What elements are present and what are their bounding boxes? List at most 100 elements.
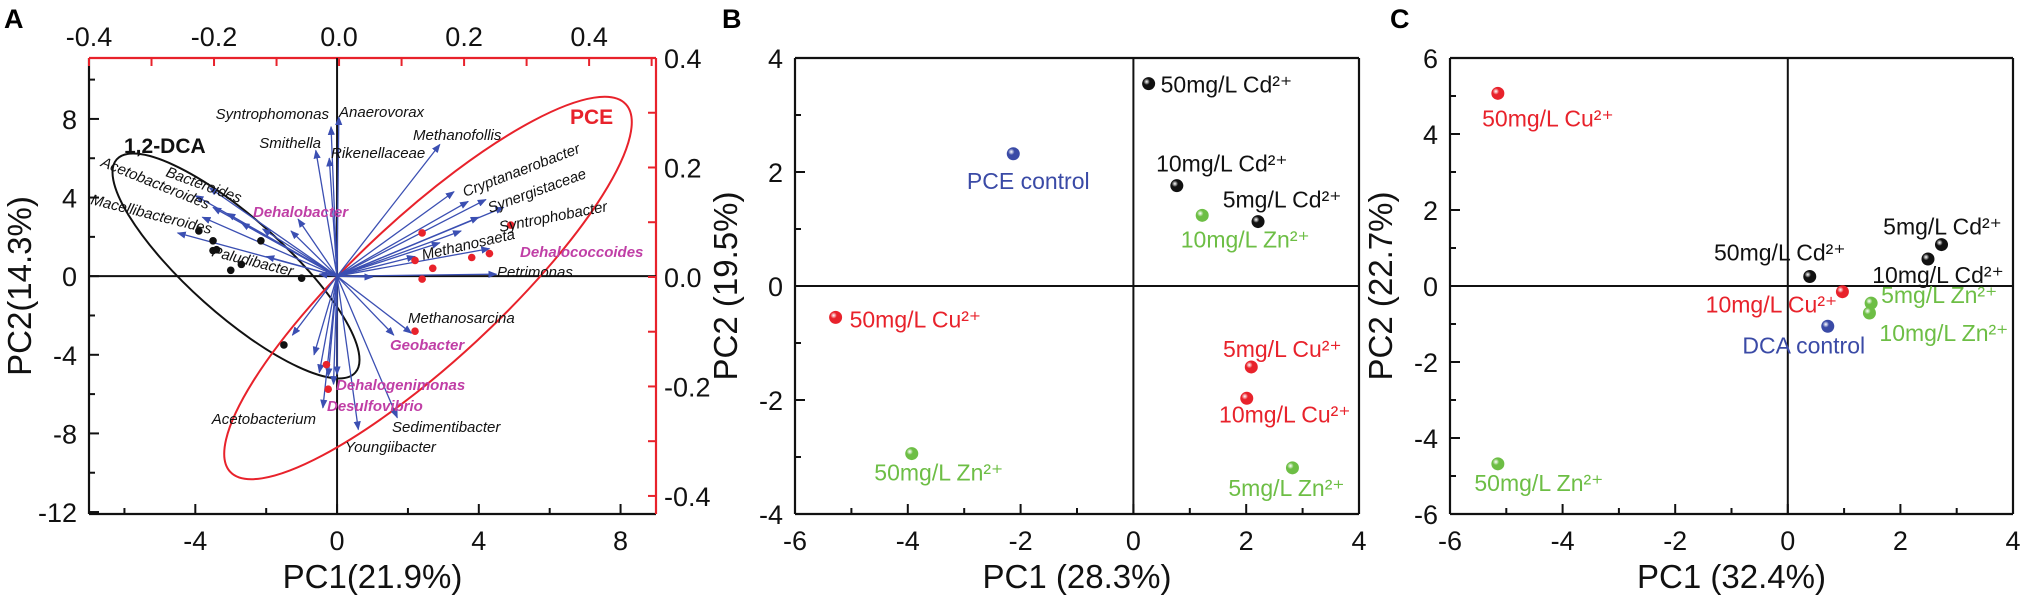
x-tick-label: 8 <box>613 526 628 556</box>
y-tick-label: 4 <box>62 184 77 214</box>
x-tick-label: -6 <box>1438 526 1462 556</box>
sample-label: 50mg/L Zn²⁺ <box>874 460 1003 486</box>
loading-label: Sedimentibacter <box>392 419 501 436</box>
sample-label: 50mg/L Zn²⁺ <box>1474 470 1603 496</box>
loading-label: Paludibacter <box>210 243 296 280</box>
panel-letter-c: C <box>1390 4 1410 34</box>
y-tick-label: -6 <box>1414 500 1438 530</box>
sample-point <box>1142 77 1156 91</box>
loading-arrow-syntrophobacter <box>336 206 505 277</box>
sample-point-dca <box>257 236 265 245</box>
loading-label: Smithella <box>259 135 321 152</box>
sample-point <box>829 310 843 324</box>
sample-point-dca <box>226 266 235 275</box>
loading-arrow <box>201 216 338 277</box>
sample-label: DCA control <box>1742 332 1865 358</box>
panel-a-biplot: A -4 0 4 8 8 4 0 -4 -8 -12 PC1(21.9%) PC2(14.3%) -0.… <box>1 4 711 595</box>
x-axis-title: PC1 (32.4%) <box>1637 558 1826 595</box>
right-tick-label: -0.4 <box>664 482 711 512</box>
loading-label: Desulfovibrio <box>327 398 423 415</box>
sample-point-pce <box>418 229 426 237</box>
loading-label: Petrimonas <box>497 264 573 281</box>
x-tick-label: -4 <box>183 526 207 556</box>
loading-label: Acetobacterium <box>211 411 316 428</box>
loading-label: Anaerovorax <box>338 104 425 121</box>
x-tick-label: -2 <box>1663 526 1687 556</box>
loading-arrow-synergistaceae <box>336 198 487 277</box>
x-tick-label: 0 <box>1126 526 1141 556</box>
x-tick-label: 0 <box>1780 526 1795 556</box>
loading-arrow-acetobacteroides <box>194 195 338 277</box>
sample-point <box>1195 208 1209 222</box>
sample-point <box>1244 360 1258 374</box>
sample-point-pce <box>418 275 426 283</box>
loading-arrow <box>312 275 338 356</box>
y-tick-label: -2 <box>1414 348 1438 378</box>
ellipse-label-pce: PCE <box>570 106 613 129</box>
sample-point-dca <box>280 341 288 349</box>
top-tick-label: 0.0 <box>320 22 358 52</box>
sample-point <box>1285 461 1299 475</box>
loading-label: Methanosarcina <box>408 310 515 327</box>
right-tick-label: -0.2 <box>664 372 711 402</box>
loading-label: Rikenellaceae <box>331 145 425 162</box>
loading-label: Methanofollis <box>413 127 502 144</box>
sample-label: 5mg/L Zn²⁺ <box>1881 282 1997 308</box>
y-tick-label: -8 <box>53 419 77 449</box>
loading-arrow-rikenellaceae <box>326 157 338 277</box>
sample-label: 10mg/L Cu²⁺ <box>1706 292 1837 318</box>
x-tick-label: 4 <box>1351 526 1366 556</box>
y-tick-label: 4 <box>1423 120 1438 150</box>
loading-arrow <box>336 230 462 277</box>
loading-label: Dehalobacter <box>253 204 349 221</box>
x-tick-label: 4 <box>471 526 486 556</box>
sample-label: 5mg/L Cd²⁺ <box>1223 187 1342 213</box>
x-axis-title: PC1 (28.3%) <box>983 558 1172 595</box>
y-tick-label: 2 <box>1423 196 1438 226</box>
y-axis-title: PC2 (19.5%) <box>707 192 744 381</box>
loading-label: Youngiibacter <box>345 439 437 456</box>
right-tick-label: 0.4 <box>664 44 702 74</box>
sample-point-dca <box>209 236 217 245</box>
sample-point-pce <box>324 385 333 393</box>
sample-label: 10mg/L Zn²⁺ <box>1181 226 1310 252</box>
loading-arrow-acetobacterium <box>317 276 338 374</box>
right-tick-label: 0.0 <box>664 263 702 293</box>
sample-point <box>1491 457 1505 471</box>
x-tick-label: 2 <box>1239 526 1254 556</box>
loading-arrow-bacteroides <box>208 187 338 277</box>
y-tick-label: 0 <box>62 262 77 292</box>
loading-arrow-dehalobacter <box>297 218 338 277</box>
loading-arrow-sedimentibacter <box>336 275 398 419</box>
sample-label: 10mg/L Zn²⁺ <box>1879 320 2008 346</box>
loading-arrow <box>336 241 441 277</box>
y-tick-label: 0 <box>768 272 783 302</box>
y-axis-title: PC2 (22.7%) <box>1362 192 1399 381</box>
loading-arrow-dehalogenimonas <box>330 276 338 386</box>
x-tick-label: -6 <box>783 526 807 556</box>
sample-label: 50mg/L Cu²⁺ <box>1482 105 1613 131</box>
x-tick-label: 2 <box>1893 526 1908 556</box>
top-tick-label: 0.2 <box>445 22 483 52</box>
loading-arrow-methanofollis <box>336 143 441 277</box>
sample-point-pce <box>322 360 331 369</box>
sample-point <box>1835 285 1849 299</box>
sample-label: 10mg/L Cd²⁺ <box>1156 151 1287 177</box>
sample-label: 5mg/L Cu²⁺ <box>1223 336 1342 362</box>
top-tick-label: -0.2 <box>191 22 238 52</box>
y-tick-label: 2 <box>768 158 783 188</box>
sample-point <box>1006 147 1020 161</box>
loading-label: Dehalococcoides <box>520 244 643 261</box>
sample-point <box>1251 215 1265 229</box>
sample-label: 50mg/L Cu²⁺ <box>850 306 981 332</box>
y-tick-label: -2 <box>759 386 783 416</box>
loading-arrow-petrimonas <box>337 270 498 278</box>
x-tick-label: 0 <box>330 526 345 556</box>
sample-label: 10mg/L Cd²⁺ <box>1872 262 2003 288</box>
x-tick-label: -4 <box>1551 526 1575 556</box>
y-tick-label: 8 <box>62 105 77 135</box>
right-tick-label: 0.2 <box>664 153 702 183</box>
loading-arrow-methanosaeta <box>336 255 416 277</box>
loading-arrow-smithella <box>313 149 338 277</box>
